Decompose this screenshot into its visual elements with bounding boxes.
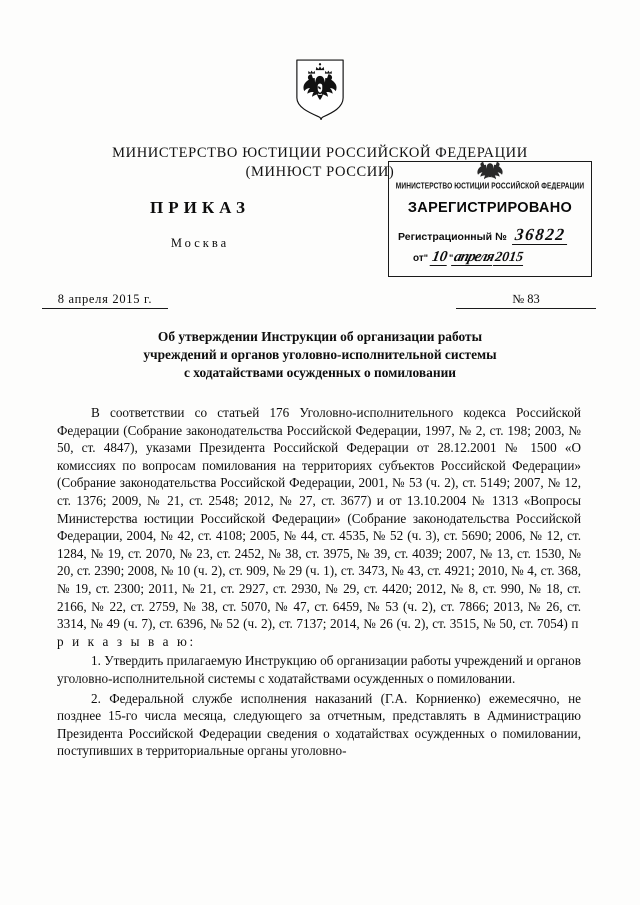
closing-quote-icon: " bbox=[449, 253, 454, 263]
stamp-day: 10 bbox=[429, 249, 450, 266]
ministry-heading: МИНИСТЕРСТВО ЮСТИЦИИ РОССИЙСКОЙ ФЕДЕРАЦИ… bbox=[0, 144, 640, 182]
document-title: Об утверждении Инструкции об организации… bbox=[62, 328, 578, 382]
registration-stamp: МИНИСТЕРСТВО ЮСТИЦИИ РОССИЙСКОЙ ФЕДЕРАЦИ… bbox=[388, 161, 592, 277]
date-number-line: 8 апреля 2015 г. № 83 bbox=[42, 292, 598, 310]
paragraph-preamble: В соответствии со статьей 176 Уголовно-и… bbox=[57, 404, 581, 650]
stamp-registration-label: Регистрационный bbox=[398, 231, 493, 243]
coat-of-arms-container bbox=[0, 58, 640, 120]
title-line-2: учреждений и органов уголовно-исполнител… bbox=[143, 347, 497, 362]
title-line-1: Об утверждении Инструкции об организации… bbox=[157, 329, 483, 344]
stamp-status: ЗАРЕГИСТРИРОВАНО bbox=[407, 200, 573, 216]
russian-coat-of-arms-icon bbox=[477, 162, 503, 180]
paragraph-item-2: 2. Федеральной службе исполнения наказан… bbox=[57, 690, 581, 759]
title-line-3: с ходатайствами осужденных о помиловании bbox=[183, 365, 456, 380]
opening-quote-icon: " bbox=[423, 253, 429, 263]
stamp-year: 2015 bbox=[493, 250, 526, 266]
document-number: № 83 bbox=[456, 292, 596, 309]
preamble-text: В соответствии со статьей 176 Уголовно-и… bbox=[57, 405, 581, 632]
stamp-organization: МИНИСТЕРСТВО ЮСТИЦИИ РОССИЙСКОЙ ФЕДЕРАЦИ… bbox=[395, 182, 585, 191]
russian-coat-of-arms-icon bbox=[296, 59, 344, 120]
preamble-order-verb: п р и к а з ы в а ю: bbox=[57, 616, 581, 649]
stamp-date-row: от " 10 " апреля 2015 bbox=[413, 249, 585, 266]
stamp-registration-number: 36822 bbox=[511, 225, 569, 245]
document-body: В соответствии со статьей 176 Уголовно-и… bbox=[57, 404, 581, 760]
city-label: Москва bbox=[170, 236, 230, 250]
stamp-from-label: от bbox=[413, 253, 424, 264]
ministry-name-full: МИНИСТЕРСТВО ЮСТИЦИИ РОССИЙСКОЙ ФЕДЕРАЦИ… bbox=[112, 145, 528, 161]
number-sign-icon: № bbox=[495, 231, 507, 243]
paragraph-item-1: 1. Утвердить прилагаемую Инструкцию об о… bbox=[57, 653, 581, 686]
stamp-month: апреля bbox=[451, 249, 497, 266]
ministry-name-short: (МИНЮСТ РОССИИ) bbox=[245, 164, 395, 180]
document-date: 8 апреля 2015 г. bbox=[42, 292, 168, 309]
stamp-registration-number-row: Регистрационный № 36822 bbox=[398, 225, 585, 245]
order-heading: ПРИКАЗ bbox=[150, 198, 250, 217]
